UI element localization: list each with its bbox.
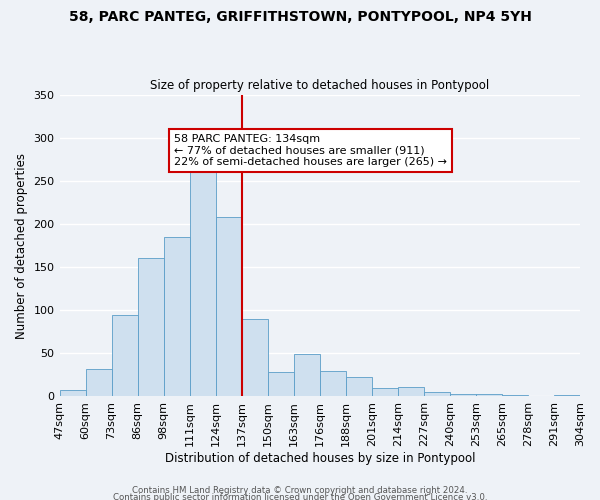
Bar [86, 369, 112, 396]
Text: 58 PARC PANTEG: 134sqm
← 77% of detached houses are smaller (911)
22% of semi-de: 58 PARC PANTEG: 134sqm ← 77% of detached… [174, 134, 447, 167]
Bar [190, 168, 215, 396]
Bar [59, 390, 86, 396]
Bar [554, 394, 580, 396]
Bar [294, 354, 320, 397]
Bar [398, 387, 424, 396]
Bar [164, 237, 190, 396]
X-axis label: Distribution of detached houses by size in Pontypool: Distribution of detached houses by size … [164, 452, 475, 465]
Bar [242, 319, 268, 396]
Bar [476, 394, 502, 396]
Bar [112, 314, 137, 396]
Bar [424, 392, 450, 396]
Bar [502, 394, 528, 396]
Title: Size of property relative to detached houses in Pontypool: Size of property relative to detached ho… [150, 79, 490, 92]
Bar [215, 217, 242, 396]
Text: Contains public sector information licensed under the Open Government Licence v3: Contains public sector information licen… [113, 494, 487, 500]
Bar [450, 394, 476, 396]
Bar [346, 378, 372, 396]
Bar [372, 388, 398, 396]
Y-axis label: Number of detached properties: Number of detached properties [15, 152, 28, 338]
Bar [320, 372, 346, 396]
Bar [137, 258, 164, 396]
Text: Contains HM Land Registry data © Crown copyright and database right 2024.: Contains HM Land Registry data © Crown c… [132, 486, 468, 495]
Text: 58, PARC PANTEG, GRIFFITHSTOWN, PONTYPOOL, NP4 5YH: 58, PARC PANTEG, GRIFFITHSTOWN, PONTYPOO… [68, 10, 532, 24]
Bar [268, 372, 294, 396]
